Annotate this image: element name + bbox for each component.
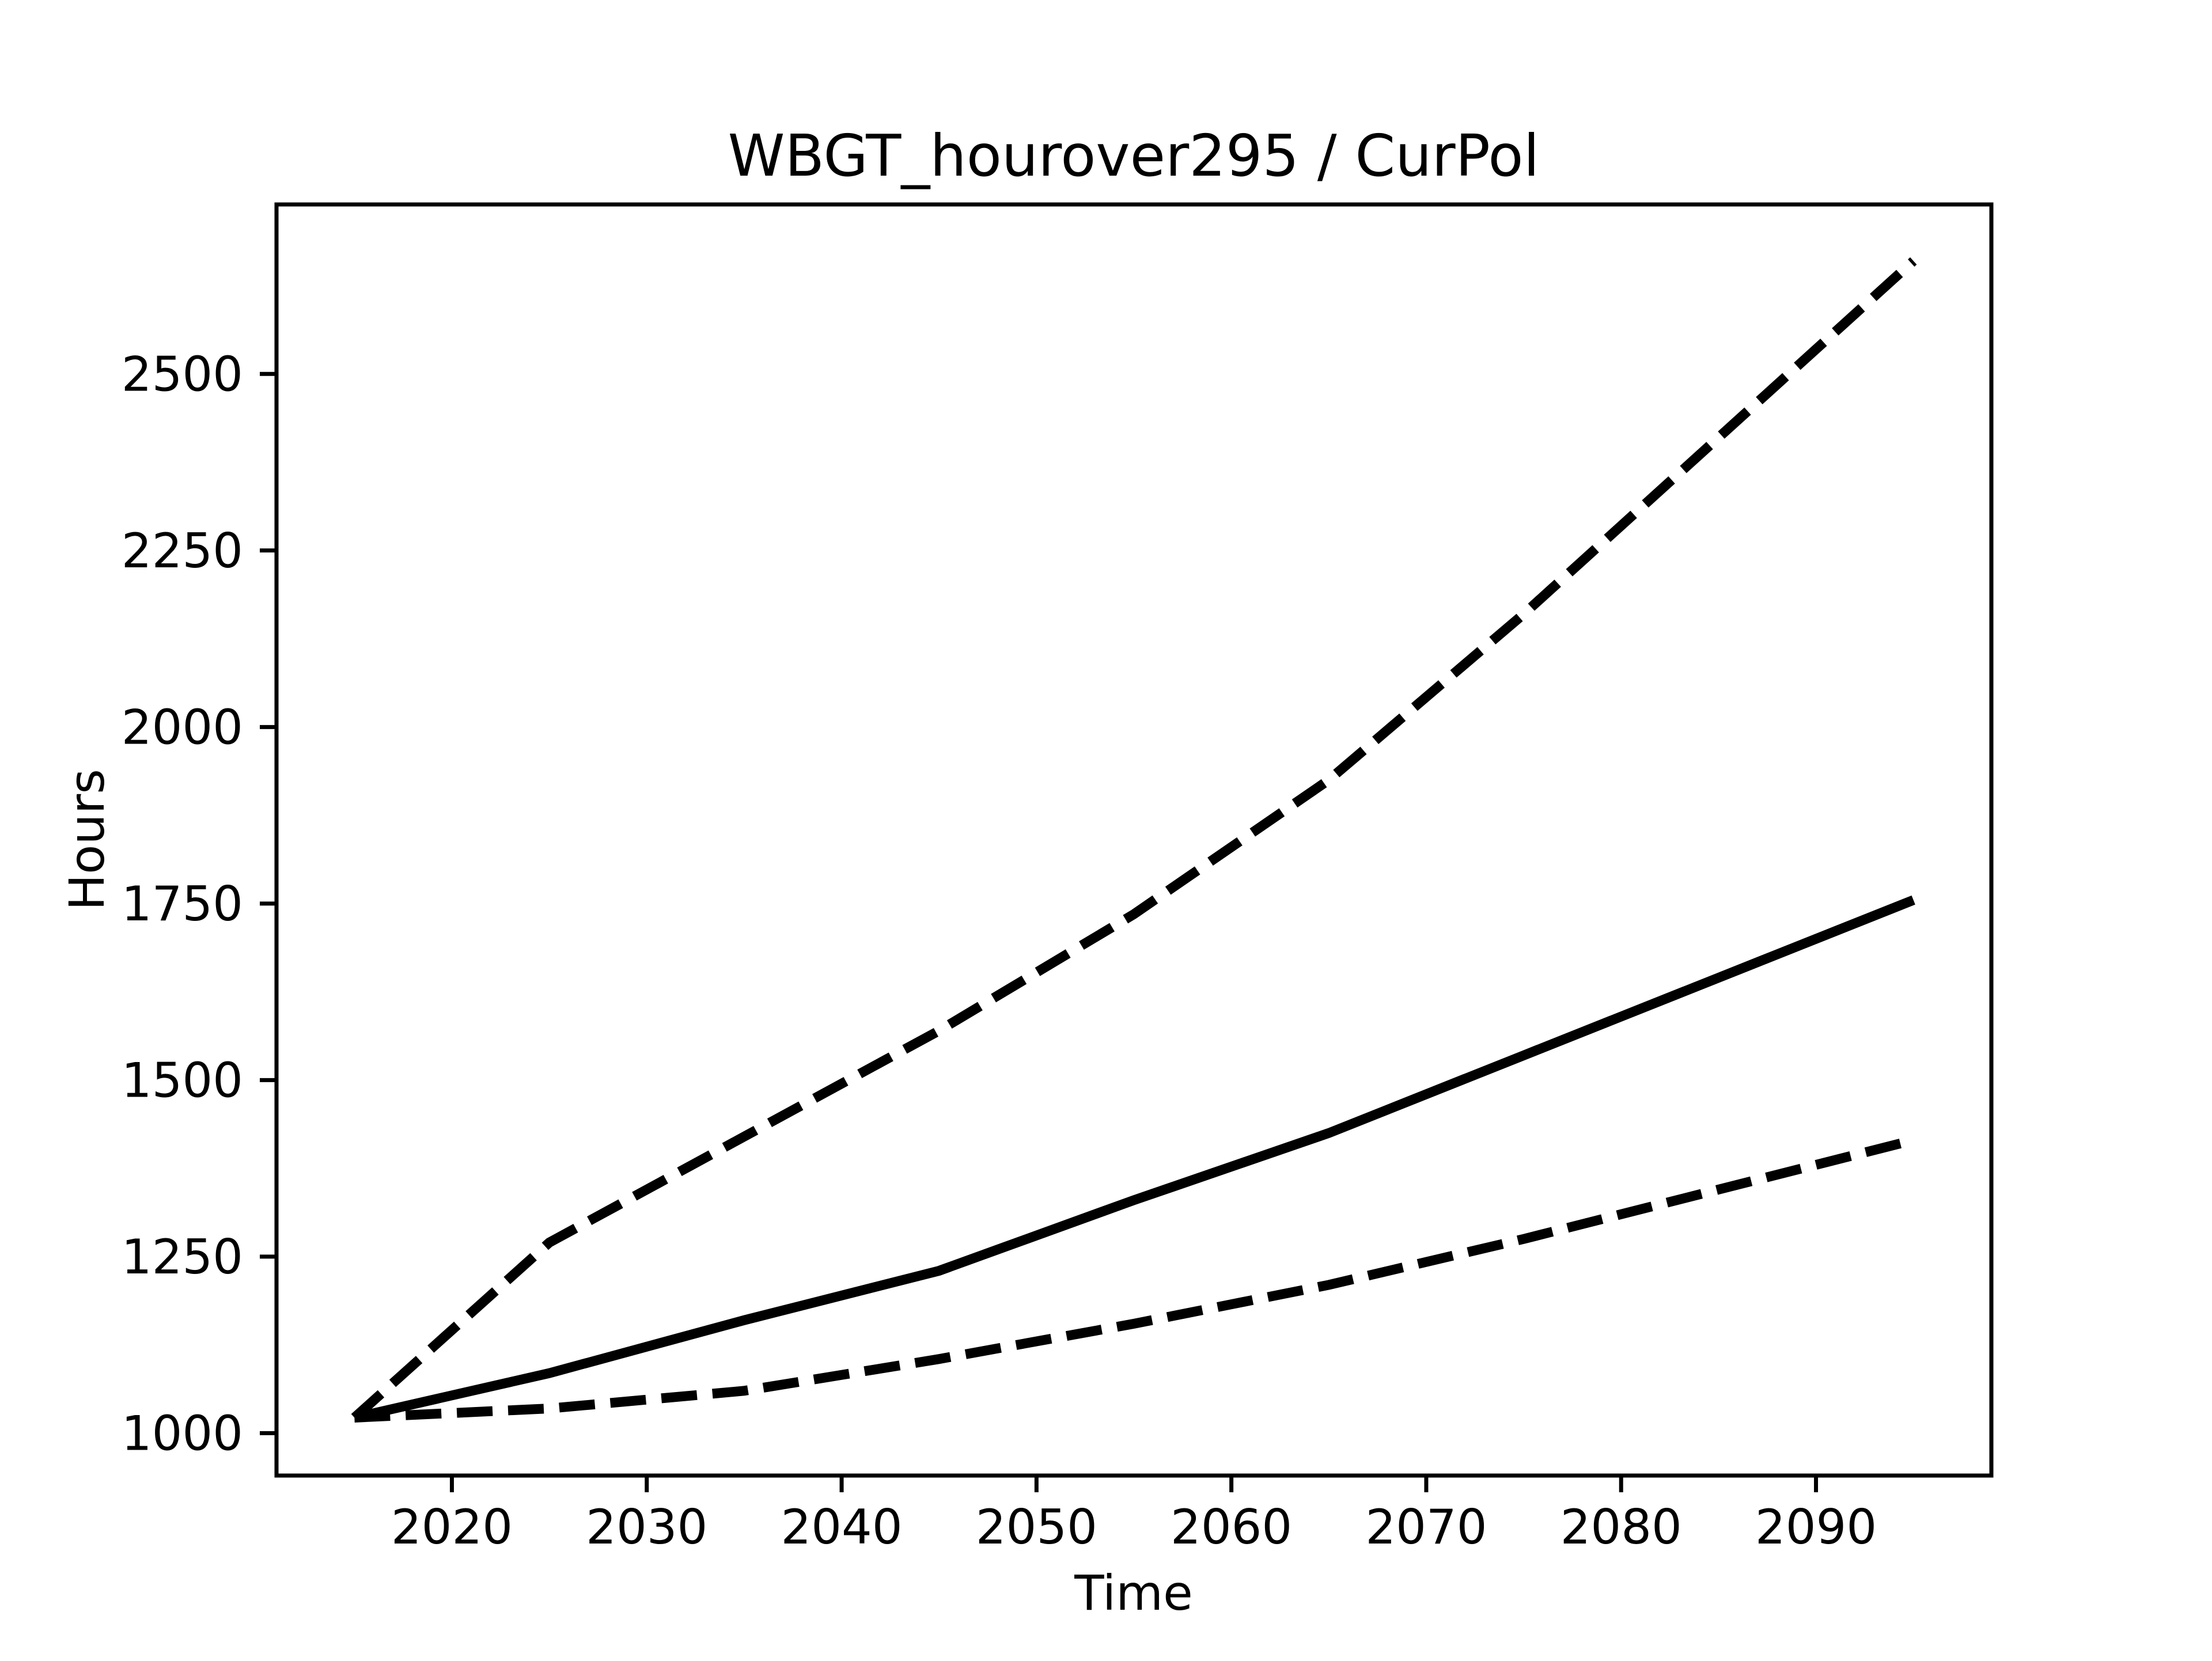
x-tick-label-2070: 2070 bbox=[1365, 1499, 1487, 1555]
x-tick-label-2090: 2090 bbox=[1755, 1499, 1877, 1555]
y-tick-label-1000: 1000 bbox=[122, 1405, 243, 1461]
chart-title: WBGT_hourover295 / CurPol bbox=[728, 122, 1540, 189]
series-central-solid-line bbox=[353, 895, 1915, 1423]
x-tick-label-2030: 2030 bbox=[586, 1499, 707, 1555]
series-lower-dashed-line bbox=[354, 1135, 1915, 1423]
y-axis-label: Hours bbox=[59, 769, 115, 911]
x-tick-label-2080: 2080 bbox=[1560, 1499, 1682, 1555]
series-upper-dashed-line bbox=[351, 257, 1917, 1421]
y-tick-label-2500: 2500 bbox=[122, 346, 243, 402]
y-tick-label-1750: 1750 bbox=[122, 876, 243, 932]
series-lines bbox=[351, 257, 1917, 1423]
x-axis-label: Time bbox=[1074, 1565, 1193, 1621]
axis-ticks: 2020 2030 2040 2050 2060 2070 2080 2090 1000 1250… bbox=[122, 346, 1877, 1555]
x-tick-label-2050: 2050 bbox=[976, 1499, 1097, 1555]
y-tick-label-1500: 1500 bbox=[122, 1052, 243, 1108]
plot-border bbox=[274, 202, 1994, 1478]
y-tick-label-1250: 1250 bbox=[122, 1229, 243, 1285]
x-tick-label-2060: 2060 bbox=[1171, 1499, 1292, 1555]
x-tick-label-2020: 2020 bbox=[391, 1499, 513, 1555]
y-tick-label-2000: 2000 bbox=[122, 699, 243, 755]
y-tick-label-2250: 2250 bbox=[122, 523, 243, 579]
x-tick-label-2040: 2040 bbox=[781, 1499, 902, 1555]
